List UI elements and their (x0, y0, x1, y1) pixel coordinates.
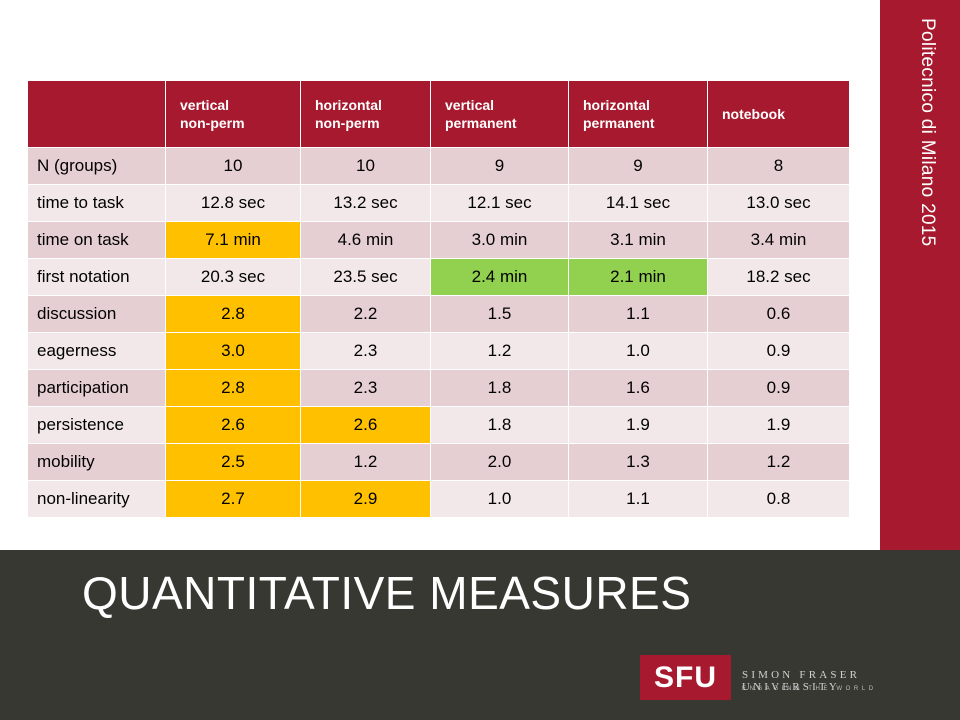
row-label: persistence (27, 406, 166, 444)
column-header: vertical non-perm (165, 80, 301, 148)
table-row: mobility 2.5 1.2 2.0 1.3 1.2 (27, 443, 850, 481)
table-cell-highlighted: 2.4 min (430, 258, 569, 296)
table-cell: 1.0 (568, 332, 708, 370)
table-row: time on task 7.1 min 4.6 min 3.0 min 3.1… (27, 221, 850, 259)
table-cell: 10 (300, 147, 431, 185)
row-label: participation (27, 369, 166, 407)
table-cell-highlighted: 2.8 (165, 295, 301, 333)
table-row: eagerness 3.0 2.3 1.2 1.0 0.9 (27, 332, 850, 370)
table-cell: 12.8 sec (165, 184, 301, 222)
row-label: time to task (27, 184, 166, 222)
table-header-row: vertical non-perm horizontal non-perm ve… (27, 80, 850, 148)
table-row: non-linearity 2.7 2.9 1.0 1.1 0.8 (27, 480, 850, 518)
table-cell: 12.1 sec (430, 184, 569, 222)
row-label: first notation (27, 258, 166, 296)
column-header-line1: vertical (445, 97, 495, 113)
table-cell: 3.0 min (430, 221, 569, 259)
column-header-line2: non-perm (180, 115, 245, 131)
table-cell: 23.5 sec (300, 258, 431, 296)
table-cell: 9 (430, 147, 569, 185)
table-row: first notation 20.3 sec 23.5 sec 2.4 min… (27, 258, 850, 296)
table-cell: 0.6 (707, 295, 850, 333)
table-cell-highlighted: 7.1 min (165, 221, 301, 259)
table-row: discussion 2.8 2.2 1.5 1.1 0.6 (27, 295, 850, 333)
table-cell: 2.3 (300, 332, 431, 370)
measures-table: vertical non-perm horizontal non-perm ve… (27, 80, 850, 518)
table-cell: 1.9 (707, 406, 850, 444)
table-cell-highlighted: 2.9 (300, 480, 431, 518)
table-cell: 0.9 (707, 369, 850, 407)
row-label: N (groups) (27, 147, 166, 185)
table-cell-highlighted: 2.6 (165, 406, 301, 444)
table-row: persistence 2.6 2.6 1.8 1.9 1.9 (27, 406, 850, 444)
table-cell-highlighted: 2.5 (165, 443, 301, 481)
column-header-line2: permanent (583, 115, 655, 131)
table-cell: 1.6 (568, 369, 708, 407)
row-label: eagerness (27, 332, 166, 370)
table-cell-highlighted: 2.8 (165, 369, 301, 407)
table-cell: 1.1 (568, 295, 708, 333)
table-cell: 18.2 sec (707, 258, 850, 296)
row-label: discussion (27, 295, 166, 333)
table-cell-highlighted: 3.0 (165, 332, 301, 370)
table-cell: 14.1 sec (568, 184, 708, 222)
column-header-line2: permanent (445, 115, 517, 131)
table-cell: 1.8 (430, 369, 569, 407)
table-cell: 1.2 (300, 443, 431, 481)
column-header: notebook (707, 80, 850, 148)
table-cell: 1.1 (568, 480, 708, 518)
table-cell: 2.2 (300, 295, 431, 333)
column-header-line1: vertical (180, 97, 230, 113)
table-cell: 8 (707, 147, 850, 185)
side-band (880, 0, 960, 550)
table-cell: 20.3 sec (165, 258, 301, 296)
column-header-line1: horizontal (315, 97, 382, 113)
row-label: mobility (27, 443, 166, 481)
table-cell: 13.0 sec (707, 184, 850, 222)
slide-title: QUANTITATIVE MEASURES (82, 567, 692, 619)
table-row: N (groups) 10 10 9 9 8 (27, 147, 850, 185)
column-header-line1: notebook (722, 106, 785, 122)
sfu-logo-mark: SFU (640, 655, 731, 700)
row-label: time on task (27, 221, 166, 259)
table-cell: 1.3 (568, 443, 708, 481)
table-cell: 10 (165, 147, 301, 185)
column-header: horizontal permanent (568, 80, 708, 148)
table-cell: 3.1 min (568, 221, 708, 259)
table-cell: 1.5 (430, 295, 569, 333)
table-cell: 2.0 (430, 443, 569, 481)
column-header: vertical permanent (430, 80, 569, 148)
column-header-line1: horizontal (583, 97, 650, 113)
table-cell: 0.8 (707, 480, 850, 518)
table-cell: 1.2 (707, 443, 850, 481)
table-cell-highlighted: 2.1 min (568, 258, 708, 296)
table-cell-highlighted: 2.6 (300, 406, 431, 444)
column-header-line2: non-perm (315, 115, 380, 131)
table-cell-highlighted: 2.7 (165, 480, 301, 518)
table-cell: 0.9 (707, 332, 850, 370)
side-label: Politecnico di Milano 2015 (917, 18, 938, 247)
table-cell: 1.2 (430, 332, 569, 370)
table-cell: 2.3 (300, 369, 431, 407)
university-tagline: ENGAGING THE WORLD (742, 686, 877, 692)
table-cell: 3.4 min (707, 221, 850, 259)
footer-band (0, 550, 960, 720)
table-cell: 4.6 min (300, 221, 431, 259)
table-row: participation 2.8 2.3 1.8 1.6 0.9 (27, 369, 850, 407)
table-cell: 1.9 (568, 406, 708, 444)
table-cell: 9 (568, 147, 708, 185)
table-cell: 1.8 (430, 406, 569, 444)
university-name: SIMON FRASER UNIVERSITY (742, 669, 861, 693)
header-corner-cell (27, 80, 166, 148)
table-cell: 1.0 (430, 480, 569, 518)
table-cell: 13.2 sec (300, 184, 431, 222)
table-row: time to task 12.8 sec 13.2 sec 12.1 sec … (27, 184, 850, 222)
column-header: horizontal non-perm (300, 80, 431, 148)
row-label: non-linearity (27, 480, 166, 518)
